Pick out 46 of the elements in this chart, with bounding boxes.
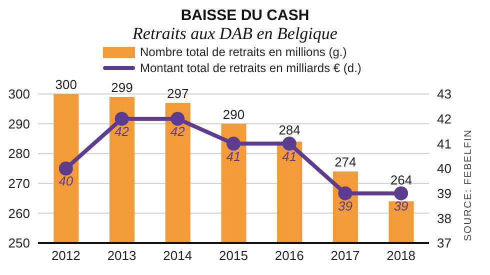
y-tick-label: 300 [8, 86, 30, 102]
data-label: 40 [58, 174, 74, 189]
y-tick-label: 280 [8, 146, 30, 162]
point [170, 112, 185, 126]
x-tick-label: 2013 [107, 248, 136, 264]
y2-tick-label: 42 [437, 111, 452, 126]
y-tick-label: 250 [8, 236, 30, 251]
data-label: 284 [278, 122, 300, 138]
x-tick-label: 2018 [386, 248, 416, 264]
chart-title: BAISSE DU CASH [180, 7, 310, 24]
y-tick-label: 290 [8, 116, 30, 132]
y-tick-label: 270 [8, 176, 30, 192]
data-label: 290 [222, 106, 245, 122]
point [338, 186, 352, 200]
point [394, 186, 408, 200]
data-label: 297 [167, 86, 189, 101]
data-label: 274 [334, 154, 356, 170]
point [114, 112, 129, 126]
data-label: 264 [390, 172, 412, 188]
data-label: 42 [170, 124, 186, 140]
chart-subtitle: Retraits aux DAB en Belgique [132, 24, 338, 44]
x-tick-label: 2016 [274, 248, 304, 264]
y-tick-label: 260 [8, 206, 30, 221]
y2-tick-label: 37 [437, 236, 452, 251]
y2-tick-label: 40 [437, 161, 452, 176]
source-note: SOURCE: FEBELFIN [463, 128, 474, 241]
legend-label: Nombre total de retraits en millions (g.) [140, 45, 347, 59]
data-label: 41 [282, 148, 297, 164]
x-tick-label: 2017 [330, 248, 360, 264]
data-label: 39 [394, 198, 408, 214]
point [226, 136, 240, 151]
y2-tick-label: 43 [437, 86, 452, 102]
x-tick-label: 2015 [219, 248, 248, 264]
data-label: 39 [338, 198, 352, 214]
data-label: 42 [114, 124, 130, 140]
point [282, 136, 296, 151]
x-tick-label: 2014 [163, 248, 192, 264]
data-label: 299 [111, 80, 133, 95]
y2-tick-label: 39 [437, 186, 452, 201]
data-label: 300 [55, 77, 77, 92]
point [58, 162, 73, 176]
y2-tick-label: 38 [437, 210, 452, 226]
data-label: 41 [226, 148, 241, 164]
legend-label: Montant total de retraits en milliards € (d.) [140, 61, 362, 75]
y2-tick-label: 41 [437, 136, 452, 152]
x-tick-label: 2012 [51, 248, 80, 264]
